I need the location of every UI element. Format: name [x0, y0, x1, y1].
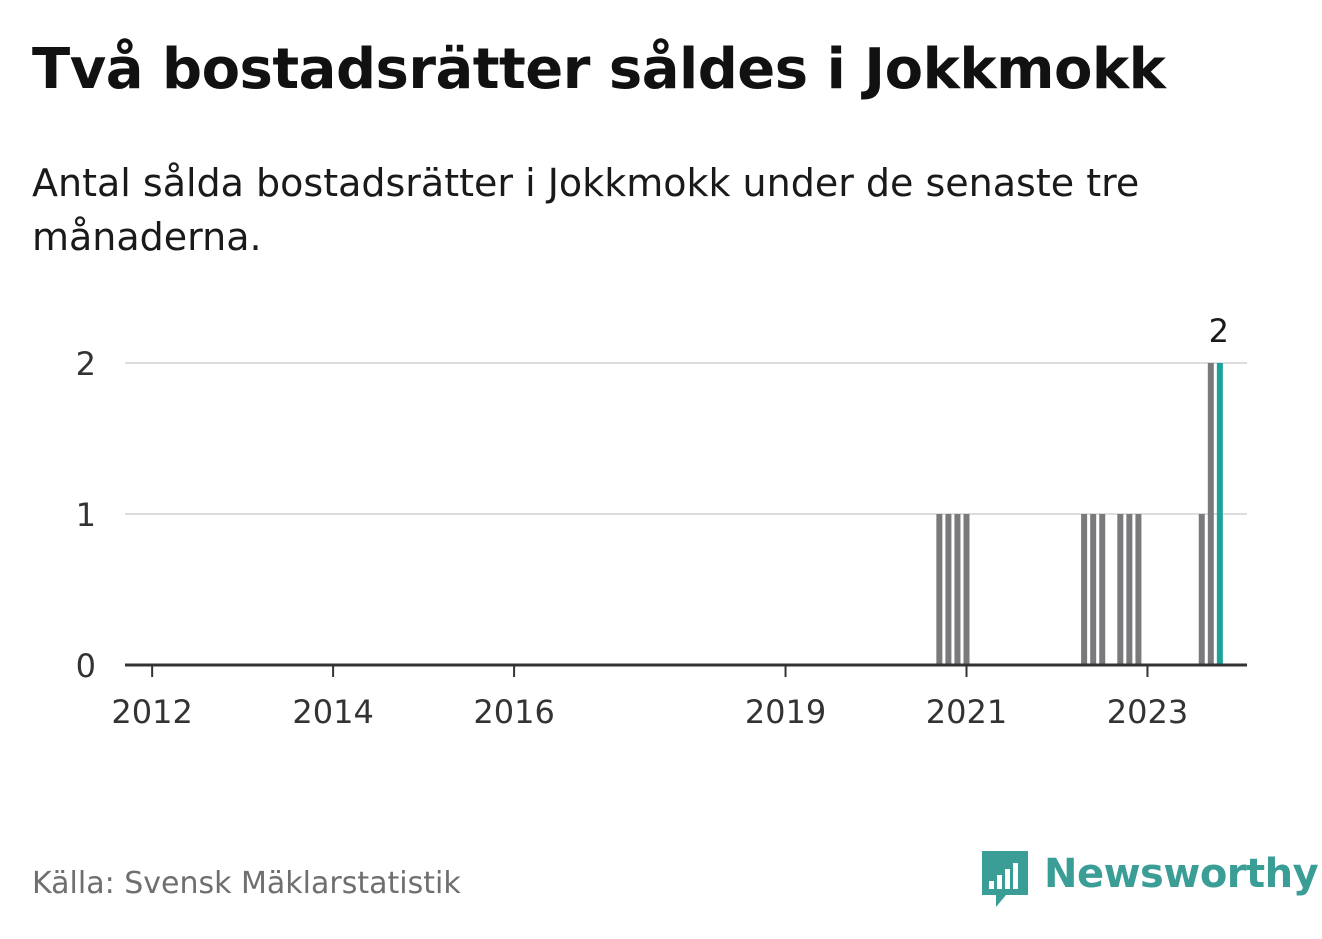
brand-logo: Newsworthy [980, 848, 1319, 912]
x-tick-label: 2014 [292, 693, 373, 731]
bar [1081, 514, 1088, 665]
bar [936, 514, 943, 665]
x-tick-label: 2019 [745, 693, 826, 731]
bar-chart: 0 1 2 2 2012 2014 2016 2019 2021 2023 [76, 312, 1247, 731]
x-tick-label: 2012 [111, 693, 192, 731]
bar [1135, 514, 1142, 665]
x-tick-label: 2016 [473, 693, 554, 731]
bar [1198, 514, 1205, 665]
bar [1117, 514, 1124, 665]
source-note: Källa: Svensk Mäklarstatistik [32, 866, 461, 901]
x-tick-label: 2023 [1107, 693, 1188, 731]
bar [1126, 514, 1133, 665]
y-tick-label: 0 [76, 647, 96, 685]
brand-name: Newsworthy [1044, 851, 1319, 897]
y-tick-label: 2 [76, 345, 96, 383]
bar [945, 514, 952, 665]
chart-subtitle: Antal sålda bostadsrätter i Jokkmokk und… [32, 161, 1140, 259]
bar [1207, 363, 1214, 665]
newsworthy-logo-icon [982, 851, 1028, 907]
bar [1090, 514, 1097, 665]
bar [954, 514, 961, 665]
bar [963, 514, 970, 665]
data-label: 2 [1209, 312, 1229, 350]
x-tick-label: 2021 [926, 693, 1007, 731]
bar [1099, 514, 1106, 665]
chart-title: Två bostadsrätter såldes i Jokkmokk [32, 37, 1166, 102]
y-tick-label: 1 [76, 496, 96, 534]
bar-latest [1216, 363, 1223, 665]
